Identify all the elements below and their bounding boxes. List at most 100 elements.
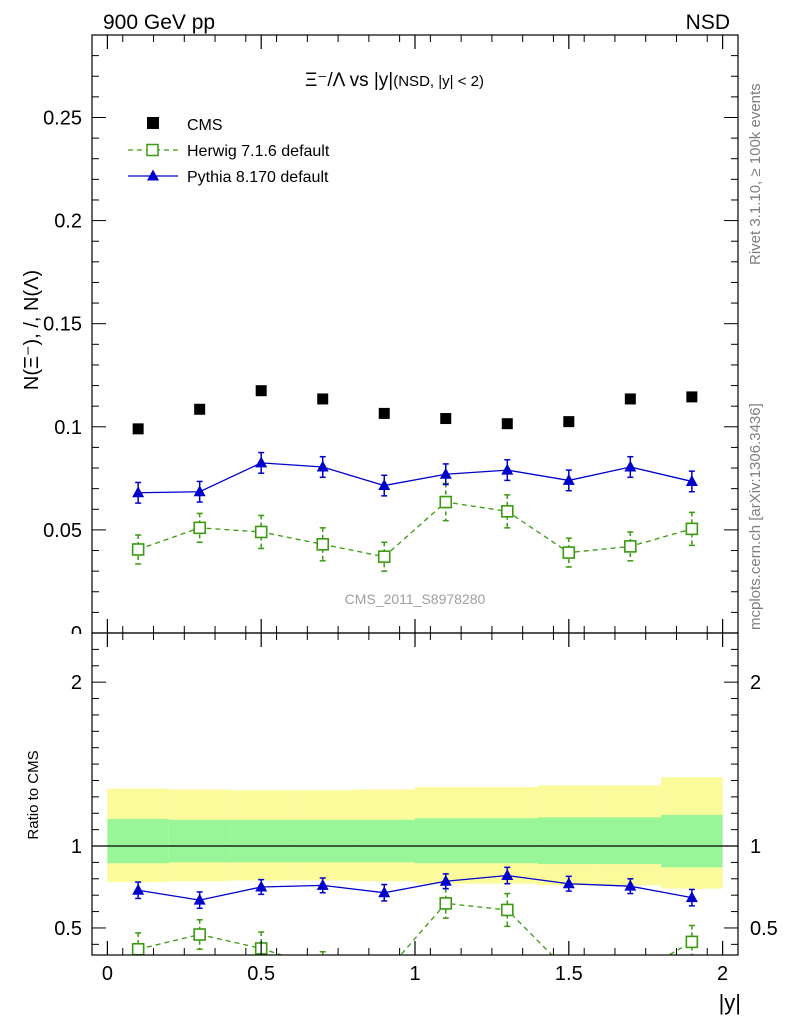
data-point-herwig bbox=[193, 928, 206, 941]
x-tick-label: 0.5 bbox=[247, 963, 275, 985]
series-line-herwig bbox=[137, 902, 693, 955]
data-point-cms bbox=[563, 416, 575, 428]
x-tick-label: 1 bbox=[409, 963, 420, 985]
data-point-cms bbox=[440, 413, 452, 425]
data-point-cms bbox=[686, 391, 698, 403]
data-point-herwig bbox=[377, 550, 391, 564]
ratio-series bbox=[131, 866, 699, 983]
ratio-band-inner bbox=[599, 817, 662, 865]
x-tick-label: 2 bbox=[717, 963, 728, 985]
ratio-y-tick-label: 0.5 bbox=[54, 918, 82, 940]
plot-title-sub: (NSD, |y| < 2) bbox=[393, 73, 484, 90]
data-point-cms bbox=[501, 418, 513, 430]
data-point-herwig bbox=[254, 525, 268, 539]
ratio-bands bbox=[92, 777, 738, 889]
plot-title: Ξ⁻/Λ vs |y|(NSD, |y| < 2) bbox=[305, 70, 484, 91]
data-point-cms bbox=[317, 393, 329, 405]
plot-title-main: Ξ⁻/Λ vs |y| bbox=[305, 70, 393, 91]
ratio-y-tick-label: 2 bbox=[71, 672, 82, 694]
rivet-label: Rivet 3.1.10, ≥ 100k events bbox=[747, 83, 764, 265]
data-point-cms bbox=[132, 423, 144, 435]
data-point-herwig bbox=[685, 935, 699, 949]
legend-label-pythia: Pythia 8.170 default bbox=[187, 169, 329, 186]
ratio-band-inner bbox=[168, 819, 231, 863]
ratio-band-inner bbox=[353, 819, 415, 863]
ratio-y-tick-label-right: 2 bbox=[750, 672, 761, 694]
data-point-pythia bbox=[193, 893, 206, 905]
data-point-pythia bbox=[624, 460, 637, 472]
legend-marker-pythia bbox=[147, 169, 159, 181]
analysis-watermark: CMS_2011_S8978280 bbox=[345, 591, 486, 607]
data-point-pythia bbox=[193, 485, 206, 497]
data-point-pythia bbox=[255, 880, 268, 892]
data-point-cms bbox=[194, 403, 206, 415]
data-point-herwig bbox=[317, 963, 328, 974]
x-tick-label: 1.5 bbox=[555, 963, 583, 985]
ratio-band-inner bbox=[661, 814, 723, 868]
legend-marker-herwig bbox=[146, 143, 159, 157]
y-tick-label: 0.1 bbox=[54, 417, 82, 439]
data-point-herwig bbox=[379, 968, 390, 979]
ratio-band-inner bbox=[291, 819, 354, 863]
data-point-pythia bbox=[439, 874, 452, 886]
header-right: NSD bbox=[686, 11, 730, 34]
zero-label-mask bbox=[60, 634, 90, 648]
data-point-herwig bbox=[439, 897, 453, 910]
data-point-pythia bbox=[439, 467, 452, 479]
ratio-band-inner bbox=[476, 818, 539, 864]
data-point-pythia bbox=[562, 877, 575, 889]
data-point-pythia bbox=[316, 460, 329, 472]
data-point-herwig bbox=[439, 495, 453, 509]
ratio-y-tick-label-right: 0.5 bbox=[750, 918, 778, 940]
main-series bbox=[131, 385, 699, 572]
ratio-ylabel: Ratio to CMS bbox=[25, 750, 42, 839]
data-point-cms bbox=[255, 385, 267, 397]
series-line-pythia bbox=[138, 462, 693, 494]
header-left: 900 GeV pp bbox=[103, 11, 215, 34]
data-point-herwig bbox=[193, 521, 206, 535]
ratio-frame bbox=[91, 632, 739, 956]
data-point-herwig bbox=[624, 540, 637, 553]
mcplots-label: mcplots.cern.ch [arXiv:1306.3436] bbox=[747, 403, 764, 630]
data-point-pythia bbox=[685, 891, 698, 903]
data-point-pythia bbox=[501, 869, 514, 881]
y-tick-label: 0.05 bbox=[43, 520, 82, 542]
series-line-pythia bbox=[138, 874, 692, 901]
y-tick-label: 0.2 bbox=[54, 211, 82, 233]
x-tick-label: 0 bbox=[102, 963, 113, 985]
ratio-band-inner bbox=[538, 817, 600, 865]
ratio-band-inner bbox=[230, 819, 292, 863]
data-point-pythia bbox=[562, 473, 575, 485]
ratio-y-tick-label: 1 bbox=[71, 836, 82, 858]
data-point-pythia bbox=[316, 878, 329, 890]
ratio-y-tick-label-right: 1 bbox=[750, 836, 761, 858]
data-point-herwig bbox=[625, 972, 636, 983]
data-point-herwig bbox=[500, 505, 514, 518]
data-point-herwig bbox=[500, 903, 514, 917]
legend-label-herwig: Herwig 7.1.6 default bbox=[187, 143, 330, 160]
data-point-cms bbox=[624, 393, 636, 405]
data-point-pythia bbox=[501, 463, 514, 475]
legend-marker-cms bbox=[147, 117, 159, 129]
y-tick-label: 0.15 bbox=[43, 314, 82, 336]
legend: CMS Herwig 7.1.6 default Pythia 8.170 de… bbox=[128, 117, 330, 186]
y-tick-label: 0.25 bbox=[43, 107, 82, 129]
data-point-herwig bbox=[131, 543, 145, 556]
data-point-cms bbox=[378, 407, 390, 419]
data-point-pythia bbox=[685, 474, 698, 486]
ratio-band-inner bbox=[107, 818, 169, 864]
data-point-herwig bbox=[685, 522, 699, 536]
legend-label-cms: CMS bbox=[187, 117, 223, 134]
data-point-pythia bbox=[624, 879, 637, 891]
data-point-herwig bbox=[131, 942, 145, 955]
xlabel: |y| bbox=[719, 990, 741, 1015]
data-point-herwig bbox=[562, 546, 576, 559]
data-point-pythia bbox=[132, 486, 145, 498]
data-point-pythia bbox=[378, 479, 391, 491]
ratio-band-inner bbox=[415, 818, 477, 864]
main-ylabel: N(Ξ⁻), /, N(Λ) bbox=[21, 270, 43, 390]
data-point-pythia bbox=[132, 883, 145, 895]
data-point-herwig bbox=[316, 538, 330, 551]
